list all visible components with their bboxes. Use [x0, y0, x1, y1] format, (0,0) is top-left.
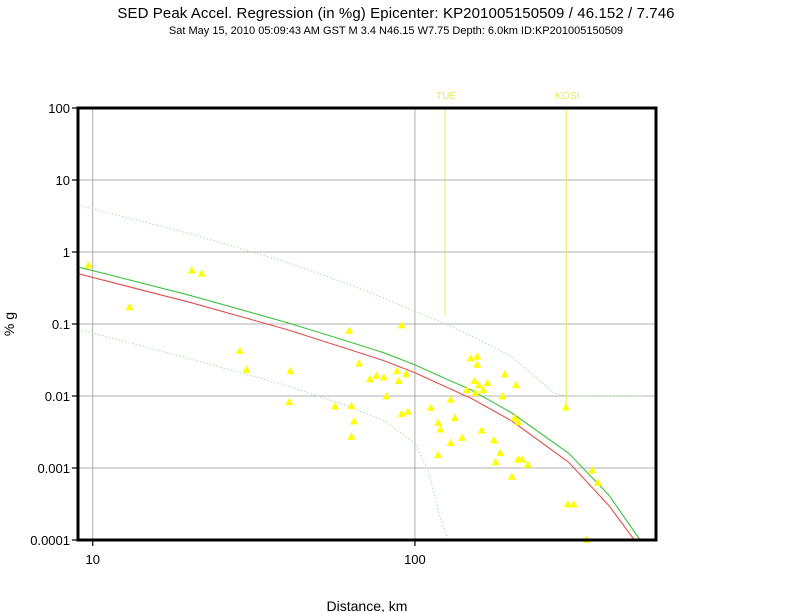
y-tick-label: 0.001: [37, 461, 70, 476]
observation-point: [434, 450, 443, 459]
y-tick-label: 1: [63, 245, 70, 260]
y-axis-label: % g: [1, 312, 17, 336]
station-markers: TUE KOSI: [436, 91, 579, 408]
observation-point: [512, 381, 521, 389]
observation-point: [496, 448, 505, 457]
x-axis-label: Distance, km: [327, 598, 408, 612]
regression-alt-curve: [78, 266, 641, 540]
observation-point: [466, 354, 475, 362]
observation-point: [477, 426, 486, 434]
observation-point: [365, 374, 374, 383]
observation-point: [594, 478, 602, 486]
observation-point: [561, 403, 570, 411]
observation-point: [426, 403, 435, 411]
observation-point: [588, 466, 597, 474]
observation-point: [350, 417, 358, 425]
y-tick-label: 0.1: [52, 317, 70, 332]
observation-point: [345, 326, 354, 334]
y-tick-label: 10: [56, 173, 70, 188]
observation-point: [402, 369, 411, 378]
chart-subtitle: Sat May 15, 2010 05:09:43 AM GST M 3.4 N…: [168, 25, 624, 37]
axis-ticks: 10 100 100 10 1 0.1 0.01 0.001 0.0001: [30, 101, 426, 567]
observation-point: [473, 352, 482, 360]
lower-bound-curve: [78, 328, 449, 540]
regression-curves: [78, 204, 646, 540]
chart-title: SED Peak Accel. Regression (in %g) Epice…: [117, 5, 675, 22]
observation-point: [462, 385, 471, 394]
station-label: TUE: [436, 91, 456, 102]
observation-point: [235, 346, 244, 354]
observation-point: [354, 359, 363, 367]
y-tick-label: 100: [48, 101, 70, 116]
observation-point: [394, 376, 403, 385]
observation-point: [446, 438, 455, 447]
observation-point: [347, 432, 356, 440]
observation-point: [473, 360, 482, 368]
y-tick-label: 0.01: [45, 389, 70, 404]
x-tick-label: 10: [86, 552, 100, 567]
y-tick-label: 0.0001: [30, 533, 70, 548]
observation-point: [382, 392, 391, 400]
observation-point: [393, 366, 402, 375]
grid-lines: [78, 107, 656, 541]
observation-point: [483, 378, 492, 387]
observation-point: [197, 269, 206, 277]
station-label: KOSI: [555, 91, 579, 102]
observation-point: [470, 376, 479, 385]
observation-point: [286, 366, 295, 375]
observation-point: [518, 455, 526, 463]
observation-point: [403, 407, 412, 415]
observation-point: [450, 413, 459, 422]
observation-point: [397, 409, 406, 417]
observation-point: [507, 472, 516, 480]
observation-point: [372, 371, 381, 379]
observation-point: [514, 417, 523, 426]
observation-point: [479, 385, 488, 394]
observation-point: [285, 397, 294, 405]
observation-point: [436, 425, 445, 433]
observation-point: [563, 500, 572, 508]
x-tick-label: 100: [404, 552, 426, 567]
observation-point: [379, 373, 388, 381]
observation-point: [491, 457, 500, 466]
observation-point: [458, 433, 466, 441]
observation-point: [523, 460, 532, 468]
observation-point: [397, 321, 406, 329]
observation-point: [490, 436, 498, 444]
observation-point: [510, 413, 519, 422]
observation-point: [331, 402, 339, 410]
observation-point: [471, 388, 480, 396]
regression-curve: [78, 273, 635, 540]
observation-points: [84, 261, 602, 543]
observation-point: [569, 500, 578, 508]
observation-point: [474, 381, 483, 389]
upper-bound-curve: [78, 204, 646, 397]
observation-point: [125, 302, 134, 311]
observation-point: [242, 365, 251, 373]
observation-point: [446, 395, 455, 403]
observation-point: [187, 266, 196, 274]
observation-point: [347, 401, 356, 410]
observation-point: [84, 261, 93, 269]
observation-point: [434, 418, 443, 426]
observation-point: [500, 370, 509, 378]
observation-point: [498, 392, 507, 400]
